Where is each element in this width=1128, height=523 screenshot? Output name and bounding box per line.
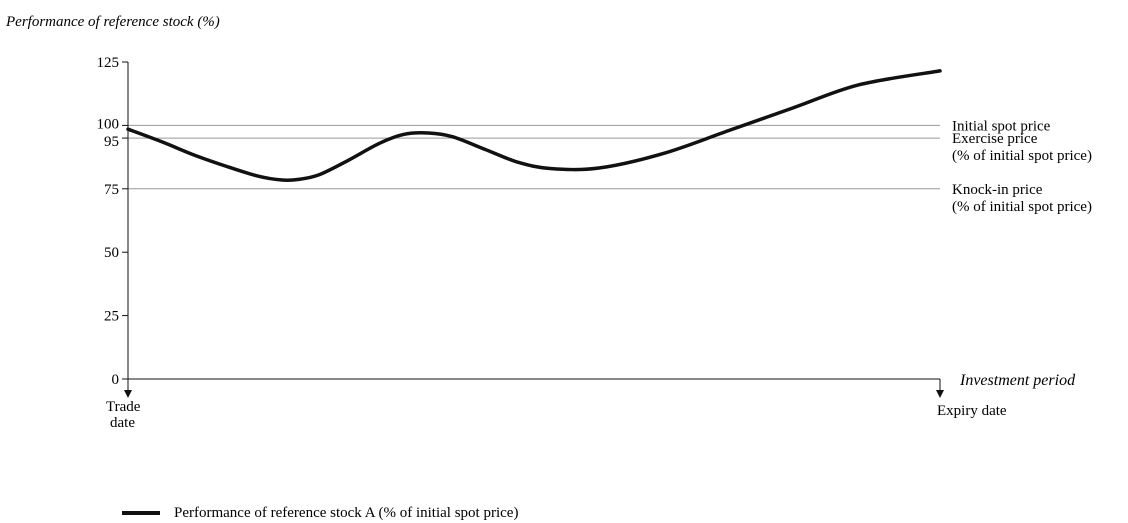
- reference-line-label: (% of initial spot price): [952, 199, 1092, 215]
- y-axis: 0 25 50 75 95 100 125: [97, 55, 129, 388]
- y-tick-label: 75: [104, 182, 119, 198]
- x-axis-title: Investment period: [959, 372, 1076, 389]
- y-tick-label: 25: [104, 309, 119, 325]
- trade-date-label-line2: date: [110, 415, 135, 431]
- y-tick-label: 50: [104, 245, 119, 261]
- x-axis: Investment period Trade date Expiry date: [106, 372, 1076, 431]
- y-tick-label: 125: [97, 55, 120, 71]
- trade-date-arrowhead: [124, 390, 132, 398]
- legend: Performance of reference stock A (% of i…: [122, 505, 518, 521]
- reference-line-label: Initial spot price: [952, 118, 1051, 134]
- y-tick-label: 100: [97, 116, 120, 132]
- y-tick-label: 0: [112, 372, 120, 388]
- y-tick-label: 95: [104, 134, 119, 150]
- reference-line-label: (% of initial spot price): [952, 148, 1092, 164]
- expiry-date-arrowhead: [936, 390, 944, 398]
- legend-label: Performance of reference stock A (% of i…: [174, 505, 518, 521]
- series-line-stock-a: [126, 69, 942, 182]
- trade-date-label-line1: Trade: [106, 399, 141, 415]
- expiry-date-label: Expiry date: [937, 403, 1007, 419]
- y-axis-title: Performance of reference stock (%): [5, 14, 220, 30]
- reference-line-label: Knock-in price: [952, 182, 1043, 198]
- reference-line-label: Exercise price: [952, 131, 1038, 147]
